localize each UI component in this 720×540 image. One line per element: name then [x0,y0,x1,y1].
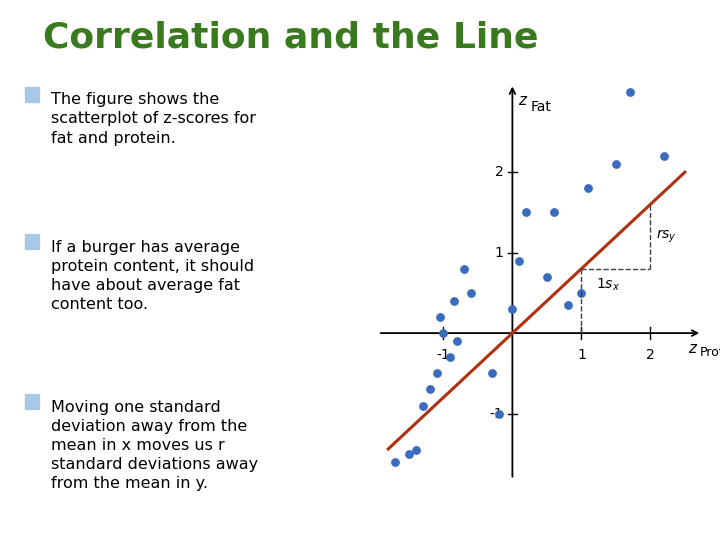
Point [513,256,525,265]
Text: 2: 2 [495,165,503,179]
Text: -1: -1 [490,407,503,421]
Point [659,152,670,160]
Text: 1: 1 [577,348,586,362]
Text: Moving one standard
deviation away from the
mean in x moves us r
standard deviat: Moving one standard deviation away from … [50,400,258,491]
Point [434,313,446,321]
Text: If a burger has average
protein content, it should
have about average fat
conten: If a burger has average protein content,… [50,240,254,312]
Text: Chapter 7, Slide 9: Chapter 7, Slide 9 [618,515,706,525]
Point [548,208,559,217]
Text: $z$: $z$ [518,93,528,109]
Text: Protein: Protein [700,346,720,359]
Point [410,446,422,454]
Point [610,160,621,168]
Text: PEARSON: PEARSON [468,513,554,526]
Point [444,353,456,362]
Point [541,273,553,281]
Text: $z$: $z$ [688,341,698,356]
Text: 2: 2 [646,348,654,362]
Text: Copyright © 2015, 2010, 2007 Pearson Education, Inc.: Copyright © 2015, 2010, 2007 Pearson Edu… [158,515,406,524]
Point [507,305,518,313]
Point [459,265,470,273]
Text: $rs_y$: $rs_y$ [656,228,677,245]
Point [448,296,459,305]
Point [390,457,401,466]
Text: Fat: Fat [531,100,552,114]
Point [562,301,573,309]
Point [417,401,428,410]
Point [521,208,532,217]
Text: ALWAYS LEARNING: ALWAYS LEARNING [14,515,99,524]
Point [493,409,505,418]
Text: Correlation and the Line: Correlation and the Line [42,21,538,55]
Point [451,337,463,346]
Point [424,385,436,394]
Point [576,288,588,297]
Text: 1: 1 [495,246,503,260]
Point [431,369,442,377]
Point [582,184,594,193]
Text: The figure shows the
scatterplot of z-scores for
fat and protein.: The figure shows the scatterplot of z-sc… [50,92,256,145]
Text: -1: -1 [436,348,450,362]
Text: $1s_x$: $1s_x$ [595,277,620,293]
Point [624,87,636,96]
Bar [24,234,40,249]
Bar [24,86,40,102]
Point [403,449,415,458]
Bar [24,394,40,409]
Point [438,329,449,338]
Point [465,288,477,297]
Point [486,369,498,377]
